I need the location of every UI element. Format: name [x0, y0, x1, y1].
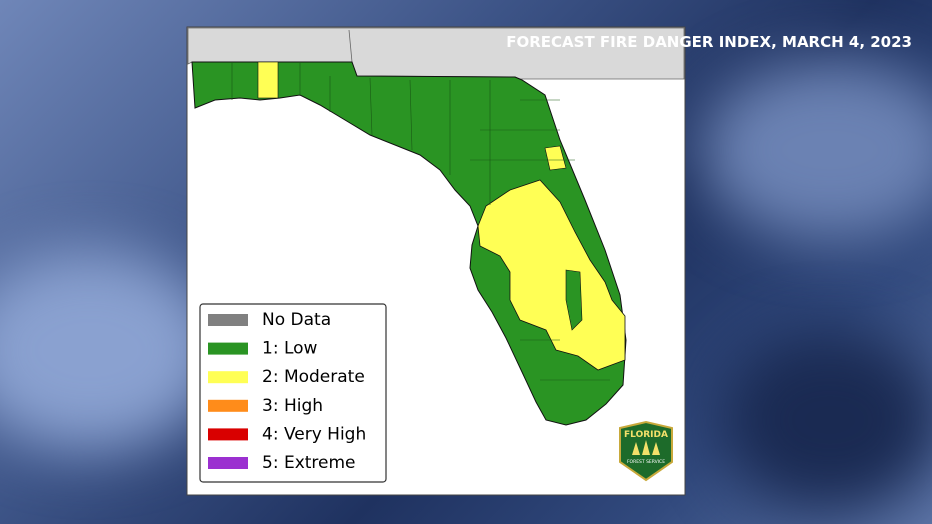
legend-label: 2: Moderate: [262, 367, 365, 387]
legend-swatch: [208, 371, 248, 384]
moderate-county: [544, 145, 567, 171]
legend-swatch: [208, 314, 248, 326]
legend-label: 5: Extreme: [262, 453, 356, 473]
logo-agency: FOREST SERVICE: [627, 459, 665, 465]
moderate-region: [477, 179, 626, 371]
background-blur: [700, 60, 932, 240]
legend-label: 4: Very High: [262, 424, 366, 444]
legend-label: No Data: [262, 310, 331, 330]
county-lines: [231, 62, 610, 381]
legend-label: 1: Low: [262, 339, 318, 359]
background-blur: [720, 330, 932, 510]
legend-swatch: [208, 342, 248, 355]
logo: FLORIDA FOREST SERVICE: [619, 420, 673, 482]
moderate-county: [257, 61, 279, 99]
state-border: [348, 29, 353, 63]
legend-swatch: [208, 457, 248, 469]
logo-trees: [632, 440, 660, 455]
logo-name: FLORIDA: [624, 430, 668, 440]
legend-swatch: [208, 428, 248, 441]
background-blur: [0, 250, 220, 450]
title: FORECAST FIRE DANGER INDEX, MARCH 4, 202…: [506, 33, 912, 51]
legend-label: 3: High: [262, 396, 323, 416]
low-county: [565, 269, 583, 331]
legend: No Data 1: Low 2: Moderate 3: High 4: Very H…: [208, 310, 366, 473]
legend-swatch: [208, 399, 248, 412]
